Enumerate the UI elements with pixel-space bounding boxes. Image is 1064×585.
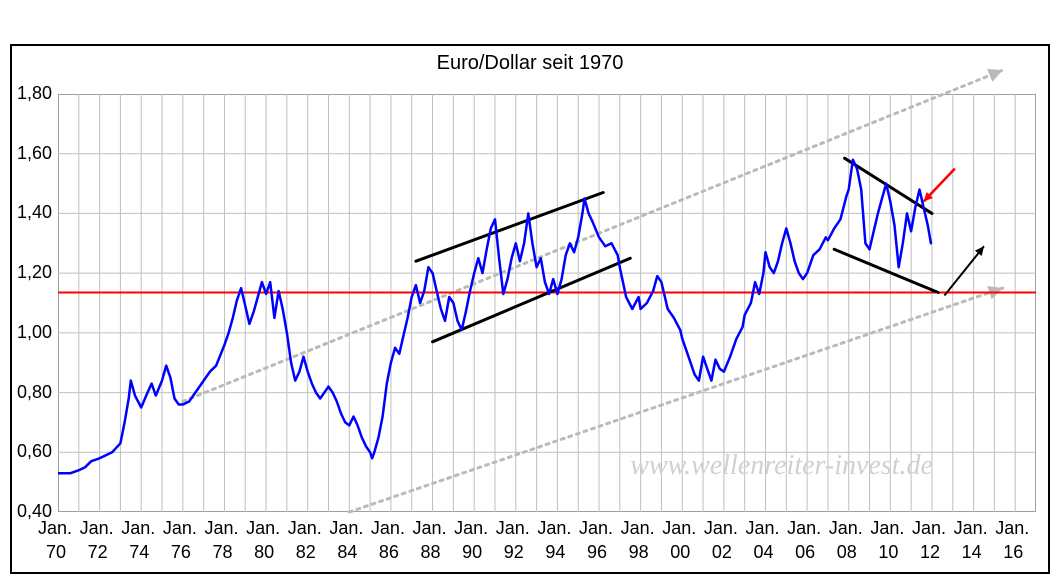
x-tick-label-month: Jan. [995, 518, 1029, 539]
x-tick-label-month: Jan. [787, 518, 821, 539]
x-tick-label-year: 14 [962, 542, 982, 563]
x-tick-label-month: Jan. [662, 518, 696, 539]
x-tick-label-year: 80 [254, 542, 274, 563]
x-tick-label-year: 04 [753, 542, 773, 563]
x-tick-label-month: Jan. [912, 518, 946, 539]
x-tick-label-month: Jan. [829, 518, 863, 539]
x-tick-label-year: 10 [878, 542, 898, 563]
x-tick-label-month: Jan. [745, 518, 779, 539]
x-tick-label-year: 86 [379, 542, 399, 563]
x-tick-label-year: 08 [837, 542, 857, 563]
x-tick-label-month: Jan. [121, 518, 155, 539]
x-tick-label-month: Jan. [954, 518, 988, 539]
x-tick-label-month: Jan. [371, 518, 405, 539]
x-tick-label-month: Jan. [163, 518, 197, 539]
x-tick-label-year: 06 [795, 542, 815, 563]
plot-area [58, 94, 1036, 512]
x-tick-label-year: 92 [504, 542, 524, 563]
x-tick-label-month: Jan. [246, 518, 280, 539]
x-tick-label-month: Jan. [413, 518, 447, 539]
x-tick-label-month: Jan. [621, 518, 655, 539]
x-tick-label-month: Jan. [38, 518, 72, 539]
x-tick-label-month: Jan. [329, 518, 363, 539]
x-tick-label-year: 12 [920, 542, 940, 563]
x-tick-label-year: 88 [421, 542, 441, 563]
x-tick-label-year: 84 [337, 542, 357, 563]
chart-container: Euro/Dollar seit 1970 0,400,600,801,001,… [0, 0, 1064, 585]
x-tick-label-month: Jan. [454, 518, 488, 539]
x-tick-label-month: Jan. [204, 518, 238, 539]
y-tick-label: 0,60 [17, 441, 52, 462]
y-tick-label: 1,80 [17, 83, 52, 104]
x-tick-label-year: 90 [462, 542, 482, 563]
x-tick-label-month: Jan. [288, 518, 322, 539]
x-tick-label-year: 82 [296, 542, 316, 563]
x-tick-label-month: Jan. [870, 518, 904, 539]
x-tick-label-month: Jan. [579, 518, 613, 539]
x-tick-label-month: Jan. [80, 518, 114, 539]
arrow-layer [58, 94, 1036, 512]
x-tick-label-month: Jan. [496, 518, 530, 539]
x-tick-label-year: 00 [670, 542, 690, 563]
x-tick-label-year: 74 [129, 542, 149, 563]
x-tick-label-month: Jan. [704, 518, 738, 539]
x-tick-label-year: 02 [712, 542, 732, 563]
x-tick-label-year: 98 [629, 542, 649, 563]
y-tick-label: 1,60 [17, 143, 52, 164]
x-tick-label-year: 94 [545, 542, 565, 563]
y-tick-label: 0,80 [17, 382, 52, 403]
x-tick-label-year: 76 [171, 542, 191, 563]
y-tick-label: 1,20 [17, 262, 52, 283]
chart-title: Euro/Dollar seit 1970 [10, 52, 1050, 75]
x-tick-label-year: 16 [1003, 542, 1023, 563]
x-tick-label-year: 96 [587, 542, 607, 563]
y-tick-label: 1,40 [17, 202, 52, 223]
y-tick-label: 1,00 [17, 322, 52, 343]
x-tick-label-month: Jan. [537, 518, 571, 539]
x-tick-label-year: 78 [212, 542, 232, 563]
x-tick-label-year: 70 [46, 542, 66, 563]
x-tick-label-year: 72 [88, 542, 108, 563]
